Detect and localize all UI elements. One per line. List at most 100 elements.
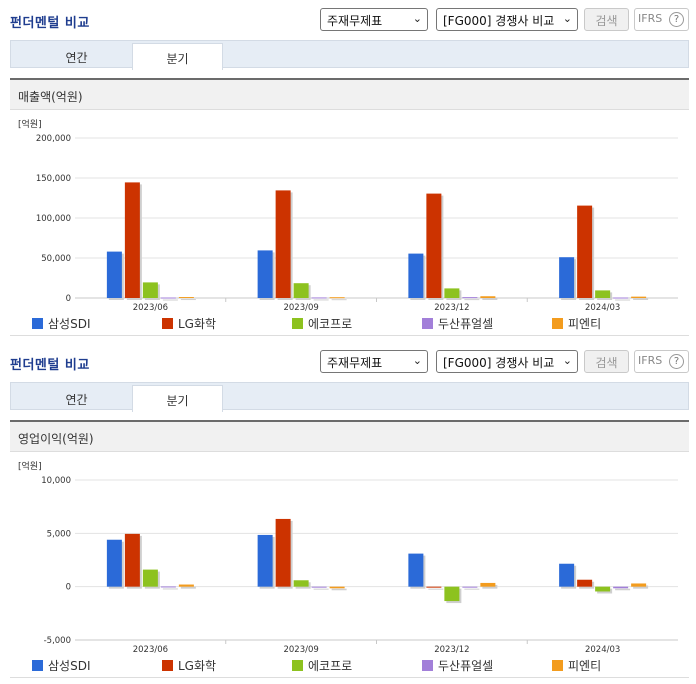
ifrs-label: IFRS xyxy=(638,354,663,367)
legend-swatch xyxy=(422,660,433,671)
legend-label: 삼성SDI xyxy=(48,317,91,331)
legend-swatch xyxy=(552,318,563,329)
legend-swatch xyxy=(552,660,563,671)
chart-container: 영업이익(억원) [억원] -5,000 0 5,000 10,000 2023/06 20… xyxy=(10,420,689,678)
bar-lg화학-2023-09 xyxy=(275,518,291,587)
y-tick-label: 50,000 xyxy=(41,254,71,264)
ifrs-button[interactable]: IFRS? xyxy=(634,8,689,31)
bar-shadow xyxy=(313,299,329,301)
question-circle-icon[interactable]: ? xyxy=(669,354,684,369)
bar-삼성sdi-2024-03 xyxy=(559,563,575,587)
bar-두산퓨얼셀-2023-06 xyxy=(160,586,176,588)
tab-quarterly[interactable]: 분기 xyxy=(132,43,223,70)
chart-title: 영업이익(억원) xyxy=(18,432,94,446)
bar-에코프로-2024-03 xyxy=(595,290,611,298)
legend-item-피엔티[interactable]: 피엔티 xyxy=(552,657,601,674)
period-tabs: 연간 분기 xyxy=(10,40,689,70)
bar-삼성sdi-2023-09 xyxy=(257,250,273,298)
y-tick-label: 0 xyxy=(66,294,71,304)
bar-삼성sdi-2023-09 xyxy=(257,534,273,587)
bar-shadow xyxy=(482,584,498,589)
x-tick-label: 2023/09 xyxy=(283,303,318,313)
y-tick-label: 150,000 xyxy=(36,174,71,184)
x-tick-label: 2023/12 xyxy=(434,303,469,313)
legend-label: 에코프로 xyxy=(308,317,353,331)
bar-삼성sdi-2023-06 xyxy=(106,251,122,298)
legend-item-lg화학[interactable]: LG화학 xyxy=(162,315,216,332)
chart-legend: 삼성SDI LG화학 에코프로 두산퓨얼셀 피엔티 xyxy=(32,657,682,675)
bar-피엔티-2023-06 xyxy=(178,297,194,299)
bar-에코프로-2023-09 xyxy=(293,580,309,587)
ifrs-button[interactable]: IFRS? xyxy=(634,350,689,373)
legend-item-에코프로[interactable]: 에코프로 xyxy=(292,657,352,674)
chart-legend: 삼성SDI LG화학 에코프로 두산퓨얼셀 피엔티 xyxy=(32,315,682,333)
bar-삼성sdi-2023-12 xyxy=(408,253,424,298)
peer-group-select[interactable]: [FG000] 경쟁사 비교 ⌄ xyxy=(436,8,578,31)
bar-shadow xyxy=(428,588,444,590)
bar-shadow xyxy=(331,299,347,301)
bar-두산퓨얼셀-2023-06 xyxy=(160,297,176,299)
panel-header: 펀더멘털 비교 주재무제표 ⌄ [FG000] 경쟁사 비교 ⌄ 검색 IFRS? xyxy=(0,0,696,34)
tab-annual[interactable]: 연간 xyxy=(65,51,88,65)
legend-swatch xyxy=(292,318,303,329)
bar-shadow xyxy=(633,298,649,300)
panel-title: 펀더멘털 비교 xyxy=(10,358,90,373)
legend-label: 피엔티 xyxy=(568,659,602,673)
search-button[interactable]: 검색 xyxy=(584,350,629,373)
y-tick-label: 200,000 xyxy=(36,134,71,144)
bar-lg화학-2023-06 xyxy=(124,182,140,298)
peer-group-select[interactable]: [FG000] 경쟁사 비교 ⌄ xyxy=(436,350,578,373)
y-tick-label: 0 xyxy=(66,583,71,593)
bar-피엔티-2024-03 xyxy=(631,583,647,587)
y-tick-label: 10,000 xyxy=(41,476,71,486)
period-tabs: 연간 분기 xyxy=(10,382,689,412)
legend-item-피엔티[interactable]: 피엔티 xyxy=(552,315,601,332)
tab-annual[interactable]: 연간 xyxy=(65,393,88,407)
chevron-down-icon: ⌄ xyxy=(562,354,572,367)
fundamental-panel-revenue: 펀더멘털 비교 주재무제표 ⌄ [FG000] 경쟁사 비교 ⌄ 검색 IFRS? … xyxy=(0,0,696,336)
legend-item-삼성sdi[interactable]: 삼성SDI xyxy=(32,657,90,674)
bar-피엔티-2023-09 xyxy=(329,586,345,589)
search-button[interactable]: 검색 xyxy=(584,8,629,31)
legend-item-두산퓨얼셀[interactable]: 두산퓨얼셀 xyxy=(422,315,493,332)
bar-에코프로-2023-09 xyxy=(293,283,309,298)
tab-quarterly[interactable]: 분기 xyxy=(132,385,223,412)
y-tick-label: 5,000 xyxy=(47,529,71,539)
bar-lg화학-2023-12 xyxy=(426,586,442,588)
revenue-chart: [억원] 0 50,000 100,000 150,000 200,000 2023/06 2… xyxy=(18,118,678,313)
bar-shadow xyxy=(331,588,347,591)
bar-lg화학-2024-03 xyxy=(577,205,593,298)
chevron-down-icon: ⌄ xyxy=(562,12,572,25)
bar-피엔티-2023-06 xyxy=(178,584,194,587)
chart-header: 매출액(억원) xyxy=(10,80,689,110)
chart-title: 매출액(억원) xyxy=(18,90,83,104)
panel-header: 펀더멘털 비교 주재무제표 ⌄ [FG000] 경쟁사 비교 ⌄ 검색 IFRS? xyxy=(0,342,696,376)
legend-item-lg화학[interactable]: LG화학 xyxy=(162,657,216,674)
statement-type-value: 주재무제표 xyxy=(327,356,383,370)
statement-type-select[interactable]: 주재무제표 ⌄ xyxy=(320,350,428,373)
bar-lg화학-2024-03 xyxy=(577,579,593,587)
legend-swatch xyxy=(162,318,173,329)
chevron-down-icon: ⌄ xyxy=(412,12,422,25)
legend-item-삼성sdi[interactable]: 삼성SDI xyxy=(32,315,90,332)
bar-두산퓨얼셀-2023-12 xyxy=(462,297,478,299)
bar-피엔티-2024-03 xyxy=(631,296,647,298)
legend-swatch xyxy=(162,660,173,671)
statement-type-value: 주재무제표 xyxy=(327,14,383,28)
legend-swatch xyxy=(32,660,43,671)
fundamental-panel-operating-profit: 펀더멘털 비교 주재무제표 ⌄ [FG000] 경쟁사 비교 ⌄ 검색 IFRS? … xyxy=(0,342,696,684)
bar-shadow xyxy=(633,585,649,589)
bar-두산퓨얼셀-2023-12 xyxy=(462,586,478,588)
bar-shadow xyxy=(180,586,196,589)
y-tick-label: -5,000 xyxy=(44,636,71,646)
bar-두산퓨얼셀-2024-03 xyxy=(613,297,629,299)
bar-lg화학-2023-12 xyxy=(426,193,442,298)
x-tick-label: 2023/09 xyxy=(283,645,318,655)
bar-피엔티-2023-09 xyxy=(329,297,345,299)
operating-profit-chart: [억원] -5,000 0 5,000 10,000 2023/06 2023/09 2023… xyxy=(18,460,678,655)
bar-shadow xyxy=(162,588,178,590)
legend-item-에코프로[interactable]: 에코프로 xyxy=(292,315,352,332)
question-circle-icon[interactable]: ? xyxy=(669,12,684,27)
legend-item-두산퓨얼셀[interactable]: 두산퓨얼셀 xyxy=(422,657,493,674)
statement-type-select[interactable]: 주재무제표 ⌄ xyxy=(320,8,428,31)
